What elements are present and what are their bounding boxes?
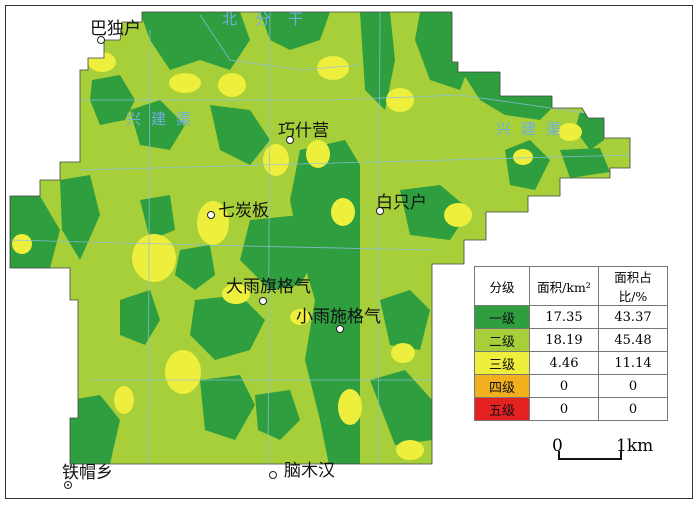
scale-tick <box>620 451 622 460</box>
study-area-boundary <box>9 11 631 465</box>
legend-row: 二级 18.19 45.48 <box>474 328 668 352</box>
place-label-dayuqigeqi: 大雨旗格气 <box>226 277 311 297</box>
legend-header-area: 面积/km² <box>529 266 599 306</box>
legend-row: 一级 17.35 43.37 <box>474 305 668 329</box>
legend-swatch: 五级 <box>474 397 530 421</box>
legend-pct-value: 0 <box>598 374 668 398</box>
canal-lines <box>10 12 630 464</box>
canal-label-west: 兴建渠 <box>126 110 202 128</box>
place-label-baizhihu: 白只户 <box>376 193 427 213</box>
canal-label-east: 兴建渠 <box>496 120 572 138</box>
place-label-qitanban: 七炭板 <box>218 201 269 221</box>
legend-area-value: 4.46 <box>529 351 599 375</box>
legend-table: 分级 面积/km² 面积占比/% 一级 17.35 43.37 二级 18.19 45.4… <box>474 266 668 421</box>
legend-area-value: 17.35 <box>529 305 599 329</box>
legend-swatch: 一级 <box>474 305 530 329</box>
place-label-bashuhu: 巴独户 <box>90 19 141 39</box>
settlement-marker <box>259 297 267 305</box>
scale-bar: 0 1km <box>550 436 660 466</box>
legend-header-pct: 面积占比/% <box>598 266 668 306</box>
township-marker <box>64 481 72 489</box>
legend-header-class: 分级 <box>474 266 530 306</box>
settlement-marker <box>286 136 294 144</box>
settlement-marker <box>376 207 384 215</box>
place-label-naomuhan: 脑木汉 <box>284 461 335 481</box>
settlement-marker <box>336 325 344 333</box>
scale-tick <box>558 451 560 460</box>
settlement-marker <box>97 36 105 44</box>
zones-class3 <box>12 52 582 460</box>
legend-row: 三级 4.46 11.14 <box>474 351 668 375</box>
legend-swatch: 二级 <box>474 328 530 352</box>
scale-line <box>558 458 622 460</box>
place-label-tiemaoxiang: 铁帽乡 <box>62 463 113 483</box>
legend-pct-value: 45.48 <box>598 328 668 352</box>
settlement-marker <box>207 211 215 219</box>
legend-row: 四级 0 0 <box>474 374 668 398</box>
legend-area-value: 0 <box>529 374 599 398</box>
canal-label-north: 北分干 <box>222 10 322 28</box>
legend-area-value: 18.19 <box>529 328 599 352</box>
legend-pct-value: 0 <box>598 397 668 421</box>
legend-header-row: 分级 面积/km² 面积占比/% <box>474 266 668 306</box>
legend-swatch: 四级 <box>474 374 530 398</box>
legend-pct-value: 11.14 <box>598 351 668 375</box>
place-label-xiaoyushigeqi: 小雨施格气 <box>296 307 381 327</box>
scale-start-label: 0 <box>552 436 563 456</box>
legend-swatch: 三级 <box>474 351 530 375</box>
scale-end-label: 1km <box>616 436 654 456</box>
settlement-marker <box>269 471 277 479</box>
legend-row: 五级 0 0 <box>474 397 668 421</box>
legend-pct-value: 43.37 <box>598 305 668 329</box>
legend-area-value: 0 <box>529 397 599 421</box>
